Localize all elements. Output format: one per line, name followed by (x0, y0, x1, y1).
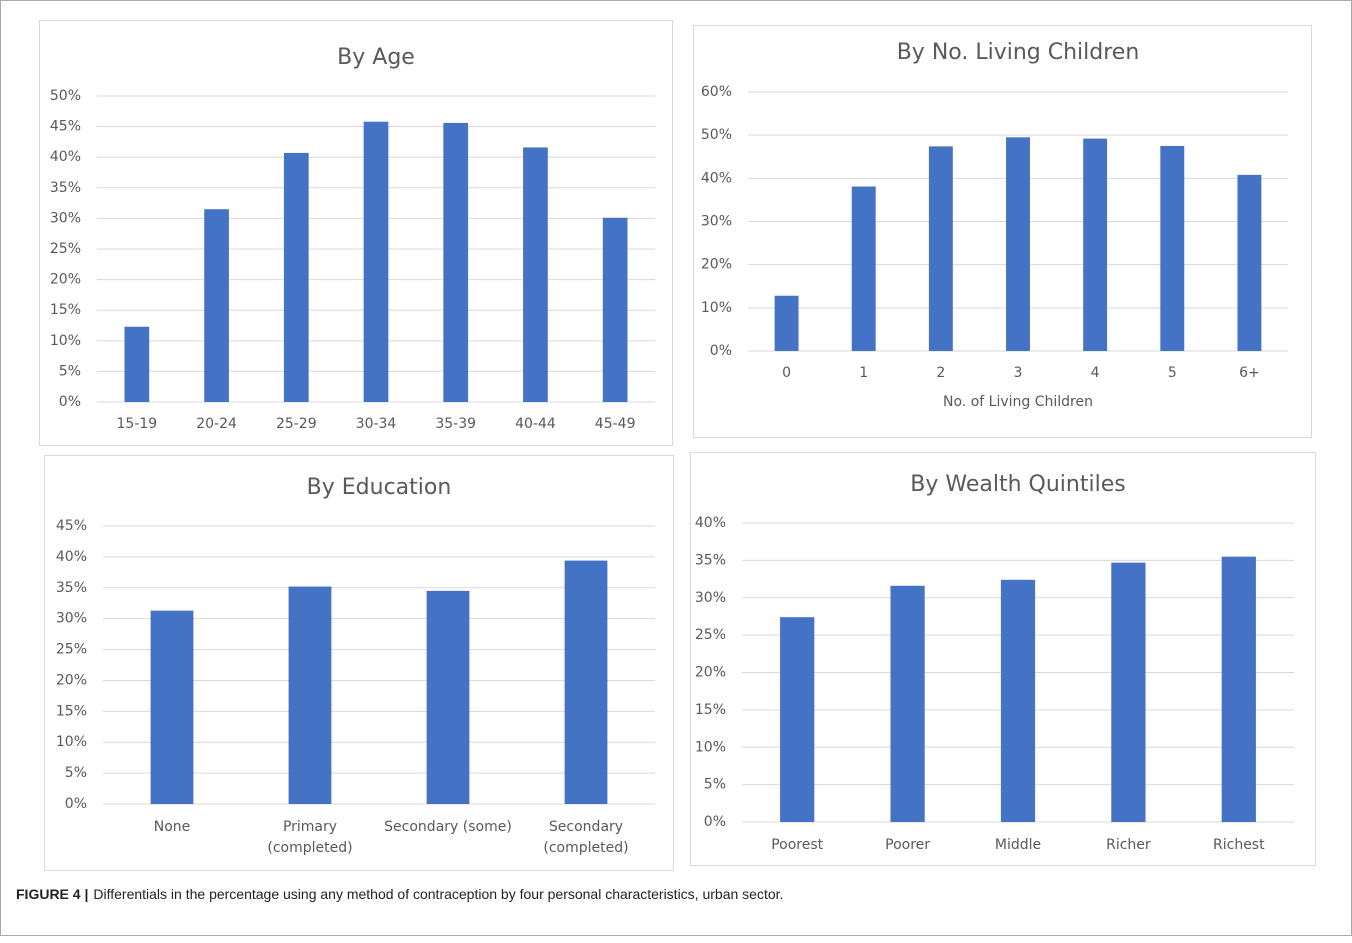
x-tick-label: 5 (1168, 365, 1177, 381)
bar (523, 147, 548, 402)
y-tick-label: 20% (56, 672, 87, 688)
y-tick-label: 15% (56, 703, 87, 719)
x-tick-label: Poorer (885, 837, 930, 853)
x-tick-label: 25-29 (276, 416, 317, 432)
bar (426, 590, 470, 804)
bar (150, 610, 194, 804)
y-tick-label: 15% (50, 302, 81, 318)
bar (204, 209, 229, 402)
y-tick-label: 0% (59, 394, 81, 410)
x-tick-label: 35-39 (435, 416, 476, 432)
x-tick-label: 4 (1091, 365, 1100, 381)
x-tick-label: 3 (1014, 365, 1023, 381)
x-tick-label: 15-19 (117, 416, 158, 432)
x-tick-label: 20-24 (196, 416, 237, 432)
y-tick-label: 60% (701, 84, 732, 100)
bar (851, 186, 876, 351)
y-tick-label: 0% (710, 343, 732, 359)
x-tick-label: Primary (completed) (267, 819, 352, 856)
y-tick-label: 30% (56, 611, 87, 627)
bar (283, 152, 309, 402)
caption-text: Differentials in the percentage using an… (93, 886, 783, 902)
y-tick-label: 30% (50, 210, 81, 226)
chart-title: By No. Living Children (897, 40, 1140, 65)
panel-frame (693, 25, 1312, 438)
chart-title: By Education (307, 475, 452, 500)
bar (443, 122, 469, 402)
bar (1083, 138, 1108, 351)
y-tick-label: 45% (50, 119, 81, 135)
y-tick-label: 50% (50, 88, 81, 104)
y-tick-label: 30% (695, 590, 726, 606)
y-tick-label: 35% (56, 580, 87, 596)
x-tick-label: 40-44 (515, 416, 556, 432)
x-tick-label: 45-49 (595, 416, 636, 432)
x-tick-label: None (154, 819, 191, 835)
bar (1000, 579, 1036, 822)
y-tick-label: 10% (701, 300, 732, 316)
y-tick-label: 40% (695, 515, 726, 531)
y-tick-label: 5% (704, 777, 726, 793)
y-tick-label: 40% (50, 149, 81, 165)
x-tick-label: Middle (995, 837, 1041, 853)
bar (602, 217, 628, 402)
y-tick-label: 50% (701, 127, 732, 143)
x-tick-label: 0 (782, 365, 791, 381)
y-tick-label: 45% (56, 518, 87, 534)
bar (1111, 562, 1146, 822)
y-tick-label: 40% (701, 170, 732, 186)
bar (288, 586, 332, 804)
y-tick-label: 20% (50, 272, 81, 288)
x-tick-label: 1 (859, 365, 868, 381)
y-tick-label: 5% (65, 765, 87, 781)
y-tick-label: 5% (59, 363, 81, 379)
bar (363, 121, 389, 402)
y-tick-label: 0% (704, 814, 726, 830)
y-tick-label: 25% (50, 241, 81, 257)
caption-label: FIGURE 4 | (16, 886, 88, 902)
x-tick-label: Secondary (completed) (543, 819, 628, 856)
y-tick-label: 0% (65, 796, 87, 812)
bar (1160, 145, 1185, 351)
bar (780, 617, 815, 822)
y-tick-label: 30% (701, 214, 732, 230)
x-tick-label: 2 (936, 365, 945, 381)
y-tick-label: 15% (695, 702, 726, 718)
y-tick-label: 40% (56, 549, 87, 565)
bar (774, 295, 799, 351)
bar (124, 326, 150, 402)
y-tick-label: 20% (701, 257, 732, 273)
caption: FIGURE 4 | Differentials in the percentag… (16, 886, 783, 902)
bar (1006, 137, 1030, 351)
x-tick-label: Richer (1106, 837, 1151, 853)
bar (928, 146, 953, 351)
y-tick-label: 25% (56, 642, 87, 658)
chart-title: By Wealth Quintiles (910, 472, 1125, 497)
y-tick-label: 25% (695, 627, 726, 643)
bar (1221, 556, 1256, 822)
y-tick-label: 35% (50, 180, 81, 196)
bar (1237, 174, 1262, 351)
chart-title: By Age (337, 45, 415, 70)
x-tick-label: Richest (1213, 837, 1265, 853)
x-tick-label: Secondary (some) (384, 819, 512, 835)
bar (890, 585, 925, 822)
y-tick-label: 20% (695, 665, 726, 681)
x-tick-label: 30-34 (356, 416, 397, 432)
y-tick-label: 10% (695, 739, 726, 755)
y-tick-label: 10% (50, 333, 81, 349)
bar (564, 560, 608, 804)
x-tick-label: 6+ (1239, 365, 1260, 381)
y-tick-label: 10% (56, 734, 87, 750)
x-axis-label: No. of Living Children (943, 394, 1093, 410)
x-tick-label: Poorest (771, 837, 823, 853)
y-tick-label: 35% (695, 552, 726, 568)
